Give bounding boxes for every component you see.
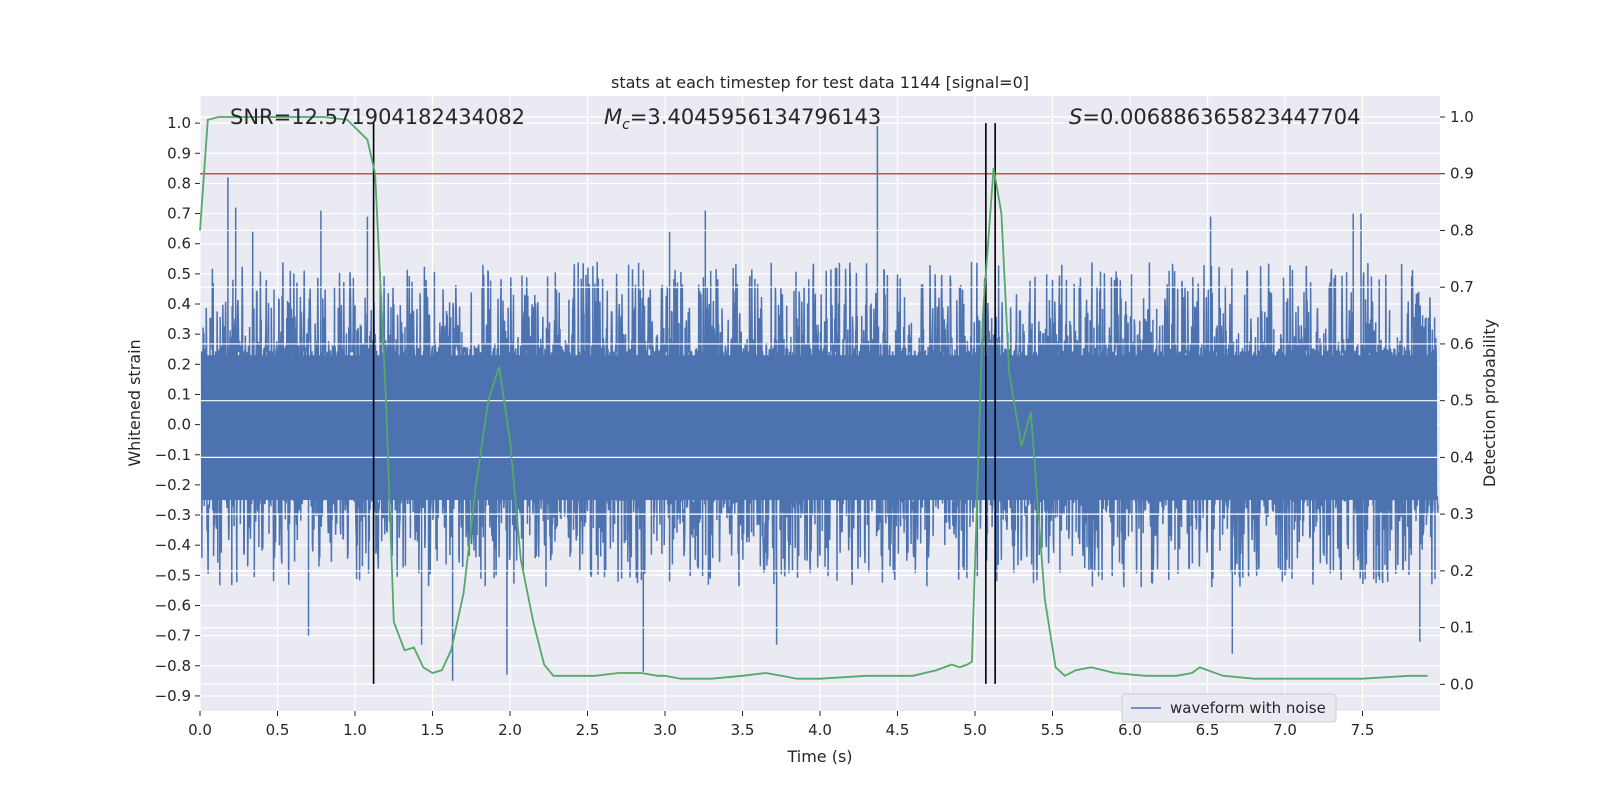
y-tick-label: 0.3 bbox=[167, 325, 191, 343]
snr-annotation: SNR=12.571904182434082 bbox=[230, 105, 525, 129]
y-axis-label: Whitened strain bbox=[125, 339, 144, 466]
y2-tick-label: 0.6 bbox=[1450, 335, 1474, 353]
x-tick-label: 7.0 bbox=[1273, 721, 1297, 739]
x-tick-label: 3.0 bbox=[653, 721, 677, 739]
x-tick-label: 0.0 bbox=[188, 721, 212, 739]
x-tick-label: 6.0 bbox=[1118, 721, 1142, 739]
x-axis-label: Time (s) bbox=[786, 747, 852, 766]
x-tick-label: 3.5 bbox=[731, 721, 755, 739]
y2-tick-label: 0.3 bbox=[1450, 505, 1474, 523]
x-tick-label: 2.5 bbox=[576, 721, 600, 739]
y-tick-label: −0.7 bbox=[155, 627, 191, 645]
legend-label-waveform: waveform with noise bbox=[1170, 699, 1326, 717]
x-tick-label: 5.0 bbox=[963, 721, 987, 739]
y-tick-label: 0.0 bbox=[167, 416, 191, 434]
x-tick-label: 5.5 bbox=[1041, 721, 1065, 739]
y2-tick-label: 0.7 bbox=[1450, 278, 1474, 296]
x-tick-label: 6.5 bbox=[1196, 721, 1220, 739]
y2-tick-label: 1.0 bbox=[1450, 108, 1474, 126]
legend: waveform with noise bbox=[1121, 693, 1337, 723]
y2-axis-label: Detection probability bbox=[1480, 319, 1499, 487]
y-tick-label: −0.6 bbox=[155, 596, 191, 614]
x-tick-label: 0.5 bbox=[266, 721, 290, 739]
y-tick-label: 0.5 bbox=[167, 265, 191, 283]
y-tick-label: −0.1 bbox=[155, 446, 191, 464]
y2-tick-label: 0.4 bbox=[1450, 448, 1474, 466]
x-tick-label: 4.0 bbox=[808, 721, 832, 739]
s-annotation: S=0.006886365823447704 bbox=[1069, 105, 1360, 129]
y-tick-label: −0.3 bbox=[155, 506, 191, 524]
plot-area bbox=[199, 116, 1440, 685]
waveform-core bbox=[201, 355, 1437, 500]
x-tick-label: 1.0 bbox=[343, 721, 367, 739]
detection-probability-series bbox=[199, 116, 1428, 680]
y-tick-label: 0.4 bbox=[167, 295, 191, 313]
y2-tick-label: 0.9 bbox=[1450, 165, 1474, 183]
y-tick-label: 0.9 bbox=[167, 144, 191, 162]
legend-box bbox=[1121, 693, 1337, 723]
y-tick-label: 0.7 bbox=[167, 205, 191, 223]
y2-tick-label: 0.1 bbox=[1450, 619, 1474, 637]
y-tick-label: 0.1 bbox=[167, 385, 191, 403]
x-tick-label: 7.5 bbox=[1351, 721, 1375, 739]
y-tick-label: 0.6 bbox=[167, 235, 191, 253]
x-tick-label: 2.0 bbox=[498, 721, 522, 739]
y-tick-label: −0.2 bbox=[155, 476, 191, 494]
y-tick-label: 1.0 bbox=[167, 114, 191, 132]
waveform-series bbox=[200, 126, 1439, 681]
y2-tick-label: 0.5 bbox=[1450, 392, 1474, 410]
y-tick-label: −0.9 bbox=[155, 687, 191, 705]
y2-tick-label: 0.0 bbox=[1450, 675, 1474, 693]
y-tick-label: 0.8 bbox=[167, 174, 191, 192]
y2-tick-label: 0.8 bbox=[1450, 221, 1474, 239]
x-tick-label: 4.5 bbox=[886, 721, 910, 739]
y-tick-label: −0.4 bbox=[155, 536, 191, 554]
chart-title: stats at each timestep for test data 114… bbox=[611, 73, 1029, 92]
y2-tick-label: 0.2 bbox=[1450, 562, 1474, 580]
mc-annotation: Mc=3.4045956134796143 bbox=[604, 105, 881, 133]
x-tick-label: 1.5 bbox=[421, 721, 445, 739]
y-tick-label: −0.8 bbox=[155, 657, 191, 675]
axes: 0.0 0.5 1.0 1.5 2.0 2.5 3.0 3.5 4.0 4.5 5.0 5.5 6.0 6… bbox=[155, 108, 1474, 739]
y-tick-label: 0.2 bbox=[167, 355, 191, 373]
y-tick-label: −0.5 bbox=[155, 566, 191, 584]
